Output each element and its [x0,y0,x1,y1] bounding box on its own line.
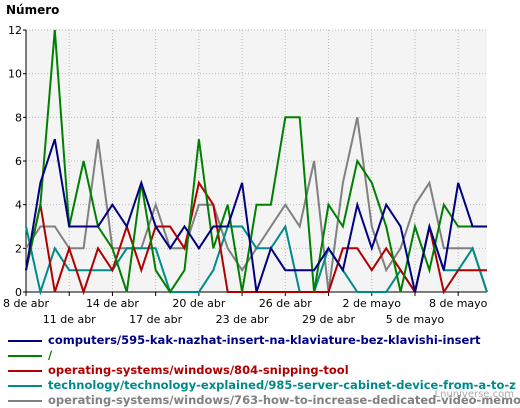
y-tick-label: 6 [15,155,22,168]
legend-swatch [8,340,42,342]
x-tick-label: 26 de abr [259,297,312,310]
x-tick-label: 20 de abr [172,297,225,310]
legend-item: computers/595-kak-nazhat-insert-na-klavi… [8,333,518,348]
line-chart: Número 0 2 4 6 8 10 12 8 de abr 14 de abr 20 de a… [3,3,488,326]
y-tick-label: 2 [15,242,22,255]
legend-swatch [8,370,42,372]
y-tick-label: 8 [15,111,22,124]
legend-item: operating-systems/windows/804-snipping-t… [8,363,518,378]
y-tick-label: 0 [15,286,22,299]
y-tick-label: 12 [8,24,22,37]
legend-label: / [48,348,53,362]
y-tick-label: 10 [8,68,22,81]
legend-swatch [8,355,42,357]
legend-label: computers/595-kak-nazhat-insert-na-klavi… [48,333,481,347]
legend-item: / [8,348,518,363]
y-axis-label: Número [6,3,59,17]
legend-label: operating-systems/windows/804-snipping-t… [48,363,349,377]
legend-item: technology/technology-explained/985-serv… [8,378,518,393]
legend: computers/595-kak-nazhat-insert-na-klavi… [8,333,520,408]
x-tick-label: 29 de abr [302,313,355,326]
series-line [25,138,487,293]
legend-item: operating-systems/windows/763-how-to-inc… [8,393,520,408]
axes: 0 2 4 6 8 10 12 8 de abr 14 de abr 20 de abr 26 de… [3,24,488,326]
series-lines [25,29,488,296]
legend-label: technology/technology-explained/985-serv… [48,378,516,392]
x-tick-label: 14 de abr [86,297,139,310]
x-tick-label: 17 de abr [129,313,182,326]
y-tick-label: 4 [15,199,22,212]
x-tick-label: 8 de mayo [429,297,488,310]
legend-swatch [8,385,42,387]
x-tick-label: 5 de mayo [386,313,445,326]
x-tick-label: 8 de abr [3,297,49,310]
series-line [25,29,487,294]
x-tick-label: 11 de abr [43,313,96,326]
legend-label: operating-systems/windows/763-how-to-inc… [48,393,520,407]
x-tick-label: 23 de abr [216,313,269,326]
watermark: Lnuniverse.com [434,389,514,400]
x-tick-label: 2 de mayo [343,297,402,310]
legend-swatch [8,400,42,402]
